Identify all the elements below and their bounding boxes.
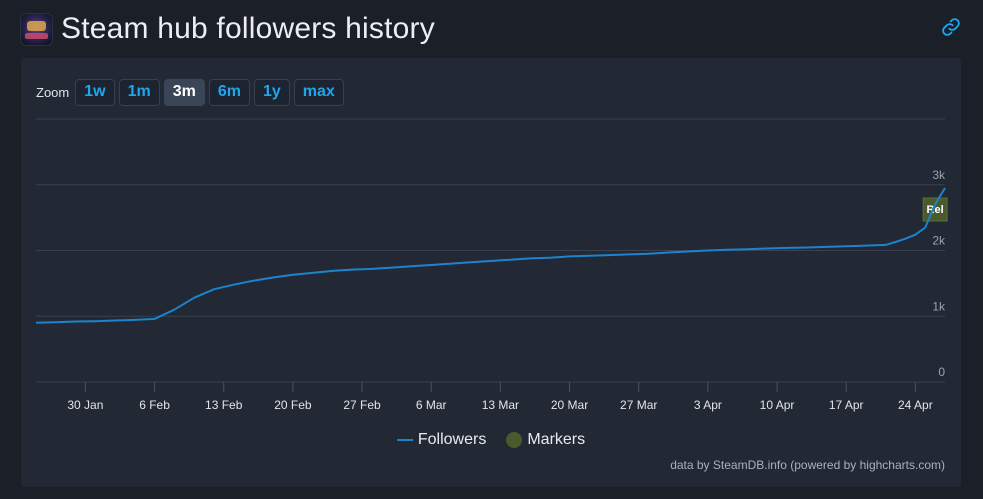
legend-item-followers[interactable]: Followers bbox=[396, 431, 487, 449]
x-tick-label: 20 Mar bbox=[551, 398, 588, 412]
x-tick-label: 24 Apr bbox=[898, 398, 933, 412]
chart-panel: Zoom 1w 1m 3m 6m 1y max 0 1k 2k 3k 30 Jan 6 F… bbox=[21, 58, 961, 487]
x-tick-label: 17 Apr bbox=[829, 398, 864, 412]
marker-box bbox=[922, 197, 948, 222]
zoom-bar: Zoom 1w 1m 3m 6m 1y max bbox=[36, 78, 348, 106]
legend-label-followers: Followers bbox=[417, 431, 487, 448]
chart-credits[interactable]: data by SteamDB.info (powered by highcha… bbox=[670, 458, 945, 472]
game-logo-image bbox=[20, 12, 53, 46]
x-tick-label: 6 Mar bbox=[416, 398, 447, 412]
chart-legend: Followers Markers bbox=[21, 431, 961, 449]
x-tick-label: 10 Apr bbox=[760, 398, 795, 412]
page-header: Steam hub followers history bbox=[20, 10, 435, 48]
x-tick-label: 20 Feb bbox=[274, 398, 312, 412]
legend-dot-icon bbox=[506, 432, 523, 448]
x-tick-label: 27 Mar bbox=[620, 398, 657, 412]
page-title: Steam hub followers history bbox=[61, 12, 435, 45]
zoom-1m-button[interactable]: 1m bbox=[118, 78, 160, 106]
x-tick-label: 6 Feb bbox=[139, 398, 170, 412]
link-icon[interactable] bbox=[941, 17, 961, 37]
legend-label-markers: Markers bbox=[527, 431, 586, 448]
zoom-1y-button[interactable]: 1y bbox=[253, 78, 290, 106]
zoom-label: Zoom bbox=[36, 84, 70, 100]
x-tick-label: 13 Feb bbox=[205, 398, 243, 412]
zoom-6m-button[interactable]: 6m bbox=[208, 78, 250, 106]
y-tick-label: 2k bbox=[932, 234, 946, 248]
zoom-3m-button[interactable]: 3m bbox=[163, 78, 205, 106]
y-tick-label: 1k bbox=[932, 299, 946, 313]
x-tick-label: 13 Mar bbox=[482, 398, 519, 412]
y-tick-label: 3k bbox=[932, 168, 946, 182]
followers-chart[interactable]: 0 1k 2k 3k 30 Jan 6 Feb 13 Feb 20 Feb 27 Feb 6 Ma… bbox=[21, 58, 961, 428]
y-tick-label: 0 bbox=[938, 365, 945, 379]
legend-line-icon bbox=[396, 439, 413, 441]
legend-item-markers[interactable]: Markers bbox=[506, 431, 585, 449]
zoom-max-button[interactable]: max bbox=[293, 78, 344, 106]
x-tick-label: 27 Feb bbox=[343, 398, 381, 412]
zoom-1w-button[interactable]: 1w bbox=[75, 78, 115, 106]
followers-series-line bbox=[35, 187, 946, 324]
x-tick-label: 30 Jan bbox=[67, 398, 103, 412]
x-tick-label: 3 Apr bbox=[694, 398, 722, 412]
